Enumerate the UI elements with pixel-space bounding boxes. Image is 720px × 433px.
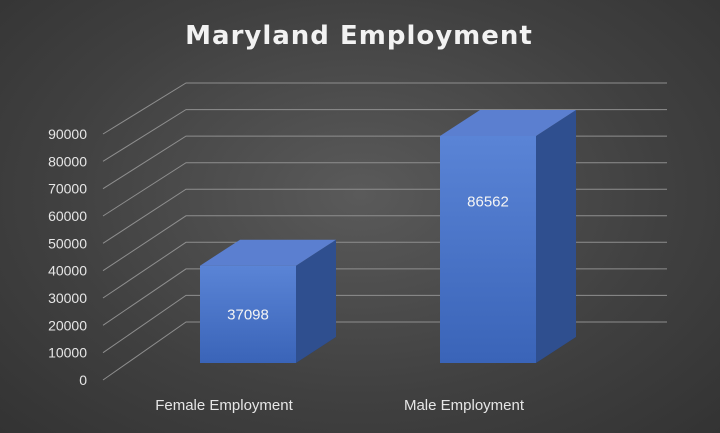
- x-axis-labels: Female Employment Male Employment: [155, 397, 525, 414]
- data-label: 37098: [227, 306, 269, 323]
- gridline: [102, 241, 667, 299]
- bars: [200, 110, 576, 363]
- bar-side: [536, 110, 576, 363]
- y-tick-label: 60000: [48, 208, 87, 224]
- y-tick-label: 30000: [48, 290, 87, 306]
- gridline: [102, 294, 667, 354]
- x-category-label: Male Employment: [404, 397, 525, 414]
- gridline: [102, 215, 667, 272]
- bar-front: [200, 265, 296, 363]
- gridline: [102, 109, 667, 162]
- bar: [440, 110, 576, 363]
- data-labels: 37098 86562: [227, 194, 509, 324]
- y-tick-label: 20000: [48, 317, 87, 333]
- bar-side: [296, 239, 336, 363]
- gridline: [102, 321, 667, 381]
- y-tick-label: 50000: [48, 235, 87, 251]
- y-tick-label: 80000: [48, 153, 87, 169]
- bar-top: [200, 239, 336, 266]
- y-tick-label: 40000: [48, 263, 87, 279]
- y-tick-label: 70000: [48, 181, 87, 197]
- data-label: 86562: [467, 194, 509, 211]
- y-tick-label: 0: [79, 372, 87, 388]
- y-tick-label: 10000: [48, 345, 87, 361]
- gridline: [102, 268, 667, 326]
- chart-title: Maryland Employment: [185, 21, 533, 51]
- bar: [200, 239, 336, 363]
- bar-front: [440, 136, 536, 363]
- gridline: [102, 82, 667, 135]
- y-axis-ticks: 0 10000 20000 30000 40000 50000 60000 70000 8000…: [48, 126, 87, 388]
- x-category-label: Female Employment: [155, 397, 293, 414]
- bar-top: [440, 110, 576, 136]
- y-tick-label: 90000: [48, 126, 87, 142]
- gridlines: [102, 82, 667, 381]
